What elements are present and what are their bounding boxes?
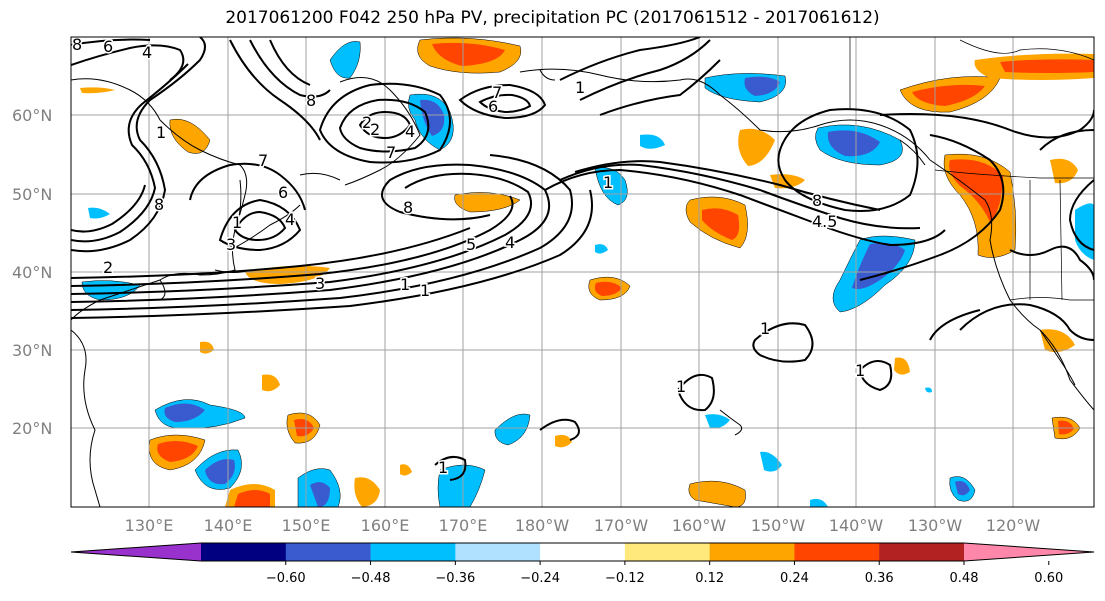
longitude-labels: 130°E 140°E 150°E 160°E 170°E 180°W 170°… bbox=[125, 516, 1041, 535]
contour-label: 3 bbox=[226, 235, 236, 254]
precip-shading bbox=[80, 37, 1094, 507]
lon-label: 170°E bbox=[439, 516, 488, 535]
latitude-labels: 60°N 50°N 40°N 30°N 20°N bbox=[12, 106, 52, 438]
colorbar-segment bbox=[794, 543, 880, 561]
contour-label: 8 bbox=[72, 35, 82, 54]
colorbar-tick-label: 0.12 bbox=[695, 571, 724, 586]
map-frame bbox=[70, 36, 1095, 508]
contour-label: 7 bbox=[386, 143, 396, 162]
lat-label-30n: 30°N bbox=[12, 341, 52, 360]
lon-label: 160°W bbox=[672, 516, 727, 535]
colorbar-tick-label: 0.24 bbox=[780, 571, 809, 586]
lon-label: 150°W bbox=[751, 516, 806, 535]
colorbar-tick-label: 0.60 bbox=[1034, 571, 1063, 586]
colorbar-tick-label: 0.36 bbox=[865, 571, 894, 586]
contour-label: 4 bbox=[505, 233, 515, 252]
lon-label: 170°W bbox=[594, 516, 649, 535]
contour-label: 4 bbox=[142, 43, 152, 62]
contour-label: 5 bbox=[466, 235, 476, 254]
lon-label: 140°W bbox=[829, 516, 884, 535]
lon-label: 160°E bbox=[361, 516, 410, 535]
contour-label: 1 bbox=[676, 377, 686, 396]
contour-label: 8 bbox=[403, 198, 413, 217]
precip-negative bbox=[81, 41, 1094, 507]
lat-label-20n: 20°N bbox=[12, 419, 52, 438]
contour-label: 6 bbox=[278, 183, 288, 202]
colorbar-tick-label: −0.24 bbox=[520, 571, 560, 586]
lat-label-60n: 60°N bbox=[12, 106, 52, 125]
contour-label: 3 bbox=[315, 274, 325, 293]
colorbar-extend-high bbox=[964, 543, 1094, 561]
colorbar-segment bbox=[455, 543, 541, 561]
contour-labels: 8 6 4 1 8 2 3 4 7 6 1 2 8 7 8 1 3 4 5 4 … bbox=[71, 34, 867, 479]
colorbar-segment bbox=[624, 543, 711, 561]
lon-label: 130°E bbox=[125, 516, 174, 535]
contour-label: 4 bbox=[285, 210, 295, 229]
contour-label: 2 bbox=[103, 258, 113, 277]
colorbar-segment bbox=[540, 543, 626, 561]
precip-positive bbox=[80, 37, 1094, 507]
colorbar: −0.60 −0.48 −0.36 −0.24 −0.12 0.12 0.24 0.36 0.4… bbox=[70, 542, 1095, 586]
contour-label: 8 bbox=[812, 191, 822, 210]
colorbar-segment bbox=[285, 543, 372, 561]
contour-label: 1 bbox=[438, 458, 448, 477]
pv-contours bbox=[71, 37, 1094, 481]
map-title: 2017061200 F042 250 hPa PV, precipitatio… bbox=[225, 8, 880, 28]
contour-label: 1 bbox=[420, 281, 430, 300]
contour-label: 6 bbox=[103, 37, 113, 56]
contour-label: 7 bbox=[258, 151, 268, 170]
contour-label: 1 bbox=[156, 123, 166, 142]
lon-label: 120°W bbox=[986, 516, 1041, 535]
contour-label: 4 bbox=[405, 122, 415, 141]
contour-label: 1 bbox=[855, 361, 865, 380]
colorbar-segment bbox=[879, 543, 965, 561]
lon-label: 140°E bbox=[204, 516, 253, 535]
colorbar-outline bbox=[70, 542, 1095, 562]
contour-label: 1 bbox=[575, 78, 585, 97]
lon-label: 150°E bbox=[282, 516, 331, 535]
colorbar-segment bbox=[709, 543, 795, 561]
colorbar-tick-label: −0.36 bbox=[435, 571, 475, 586]
contour-label: 8 bbox=[306, 91, 316, 110]
contour-label: 1 bbox=[760, 319, 770, 338]
contour-label: 1 bbox=[603, 173, 613, 192]
colorbar-segment bbox=[201, 543, 287, 561]
contour-label: 2 bbox=[370, 120, 380, 139]
colorbar-segment bbox=[370, 543, 456, 561]
colorbar-tick-label: −0.60 bbox=[266, 571, 306, 586]
contour-label: 2 bbox=[362, 113, 372, 132]
contour-label: 4.5 bbox=[812, 212, 837, 231]
contour-label: 1 bbox=[400, 275, 410, 294]
lat-label-50n: 50°N bbox=[12, 185, 52, 204]
contour-label: 6 bbox=[488, 97, 498, 116]
contour-label: 8 bbox=[154, 195, 164, 214]
contour-label: 7 bbox=[492, 83, 502, 102]
colorbar-tick-label: 0.48 bbox=[950, 571, 979, 586]
colorbar-extend-low bbox=[71, 543, 201, 561]
lon-label: 180°W bbox=[515, 516, 570, 535]
colorbar-tick-label: −0.48 bbox=[351, 571, 391, 586]
lat-label-40n: 40°N bbox=[12, 263, 52, 282]
colorbar-tick-label: −0.12 bbox=[605, 571, 645, 586]
contour-label: 1 bbox=[232, 213, 242, 232]
lon-label: 130°W bbox=[908, 516, 963, 535]
